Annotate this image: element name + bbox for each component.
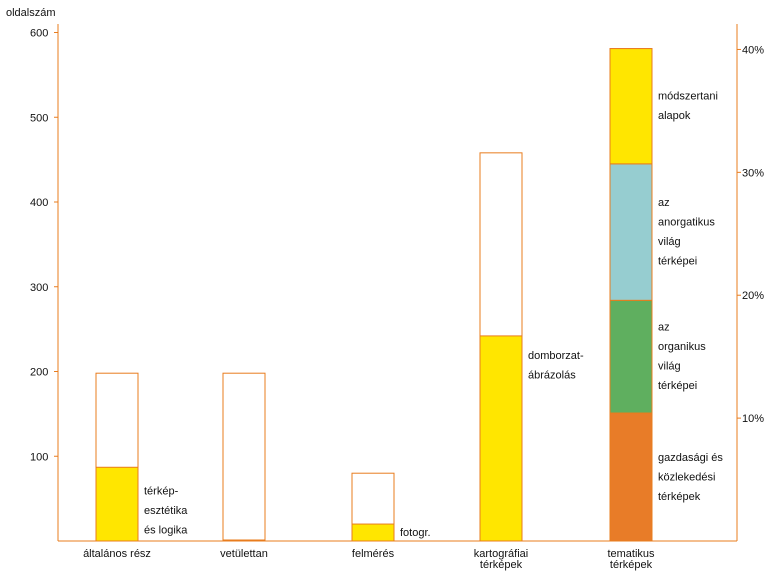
x-tick-label: általános rész: [83, 548, 151, 560]
bar-segment: [609, 412, 653, 542]
x-tick-label: vetülettan: [220, 548, 268, 560]
y2-tick-label: 10%: [742, 413, 764, 425]
y-tick-label: 500: [30, 112, 48, 124]
segment-label: térkép-esztétika és logika: [144, 486, 188, 537]
x-tick-label: tematikus térképek: [607, 548, 655, 571]
y-tick-label: 200: [30, 367, 48, 379]
bar-segment: [95, 466, 139, 542]
bar-segment: [351, 523, 395, 542]
x-tick-labels: általános rész vetülettan felmérés kartográ…: [83, 548, 655, 571]
y-tick-label: 300: [30, 282, 48, 294]
x-tick-label: kartográfiai térképek: [474, 548, 528, 571]
bar-segment: [609, 48, 653, 165]
y-tick-label: 100: [30, 451, 48, 463]
y-tick-label: 600: [30, 28, 48, 40]
y-tick-label: 400: [30, 197, 48, 209]
bars: [95, 48, 653, 542]
bar-segment: [479, 335, 523, 542]
y2-tick-label: 30%: [742, 167, 764, 179]
segment-label: gazdasági és közlekedési térképek: [658, 452, 723, 503]
y-ticks: 100 200 300 400 500 600 10% 20% 30% 40%: [30, 28, 764, 464]
y-axis-title: oldalszám: [6, 7, 56, 19]
bar-segment: [609, 163, 653, 301]
bar-outline: [222, 372, 266, 542]
bar-segment: [609, 299, 653, 414]
segment-label: domborzat-ábrázolás: [528, 350, 584, 382]
y2-tick-label: 40%: [742, 44, 764, 56]
segment-labels: térkép-esztétika és logika fotogr. domborza…: [144, 91, 723, 539]
segment-label: az anorgatikus világ térképei: [658, 197, 715, 268]
x-tick-label: felmérés: [352, 548, 395, 560]
segment-label: módszertani alapok: [658, 91, 718, 123]
segment-label: fotogr.: [400, 527, 431, 539]
segment-label: az organikus világ térképei: [658, 322, 706, 393]
y2-tick-label: 20%: [742, 290, 764, 302]
